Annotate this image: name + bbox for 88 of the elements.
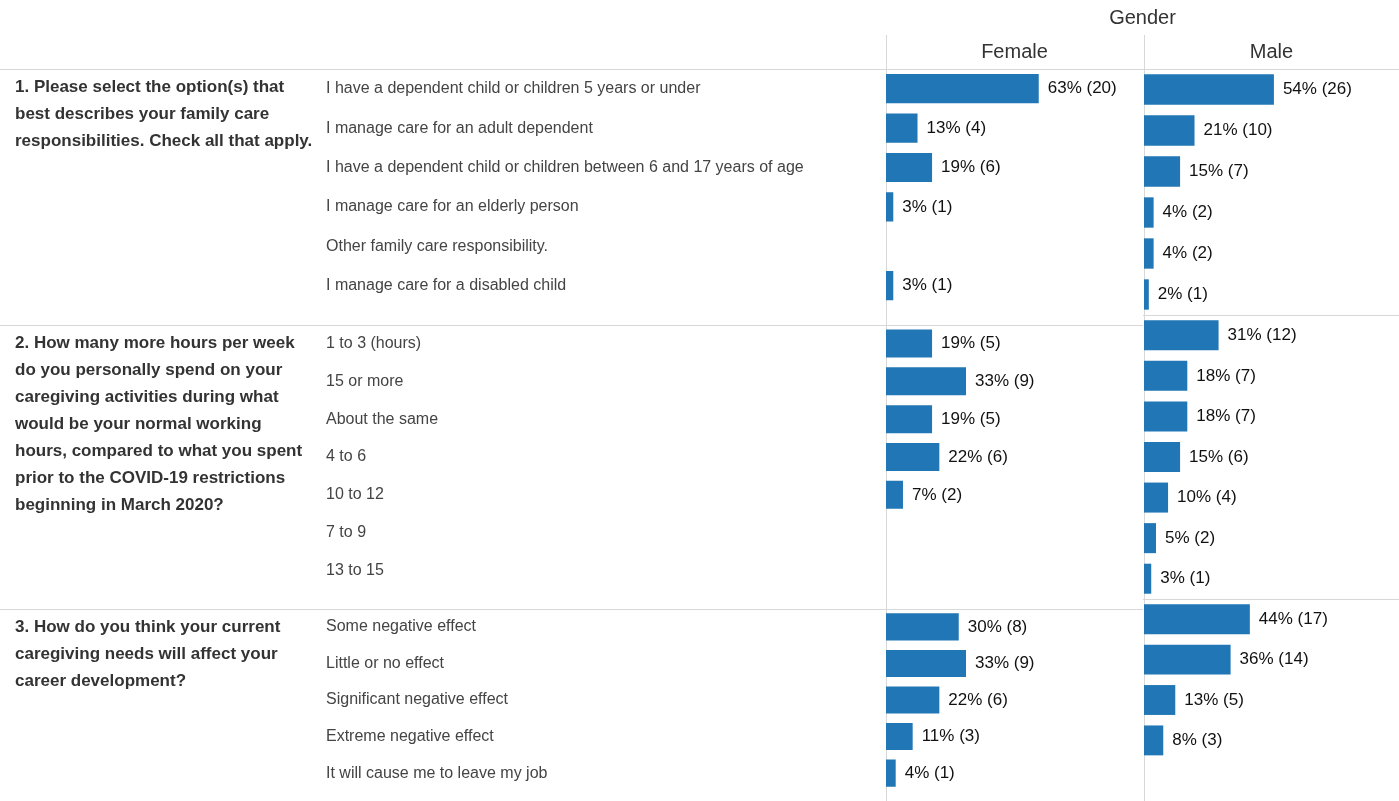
y-tick-label: I have a dependent child or children 5 years or under [326, 79, 702, 97]
data-label: 33% (9) [975, 653, 1035, 673]
bar [1144, 685, 1176, 715]
bar [1144, 238, 1154, 269]
bar [1144, 74, 1274, 105]
bar [1144, 441, 1181, 473]
data-label: 18% (7) [1196, 406, 1256, 426]
bar [886, 405, 933, 434]
bar [886, 759, 896, 787]
bar [886, 113, 918, 143]
y-tick-label: Some negative effect [326, 617, 477, 635]
y-tick-label: I have a dependent child or children between 6 and 17 years of age [326, 157, 804, 175]
data-label: 33% (9) [975, 371, 1035, 391]
bar [886, 74, 1039, 104]
bar [886, 152, 933, 183]
data-label: 4% (2) [1162, 202, 1213, 222]
data-label: 22% (6) [948, 446, 1008, 466]
data-label: 19% (5) [941, 408, 1001, 428]
bar [1144, 644, 1231, 675]
y-tick-label: 7 to 9 [326, 523, 367, 541]
data-label: 54% (26) [1282, 79, 1352, 99]
data-label: 31% (12) [1227, 324, 1297, 344]
data-label: 13% (4) [926, 117, 987, 137]
y-tick-label: Little or no effect [326, 653, 445, 671]
data-label: 8% (3) [1172, 730, 1223, 750]
y-tick-label: It will cause me to leave my job [326, 763, 548, 781]
bar [1144, 604, 1250, 635]
y-tick-label: I manage care for an adult dependent [326, 118, 594, 136]
bar [886, 480, 903, 509]
bar [886, 723, 913, 751]
y-tick-label: 4 to 6 [326, 447, 367, 465]
bar [1144, 523, 1157, 554]
bar [886, 329, 933, 358]
bar [886, 192, 894, 222]
y-axis-title: 3. How do you think your current caregiving needs will affect your career development? [15, 616, 281, 690]
y-tick-label: 15 or more [326, 371, 404, 389]
bar [1144, 197, 1154, 228]
data-label: 21% (10) [1203, 120, 1273, 140]
data-label: 3% (1) [902, 275, 953, 295]
data-label: 63% (20) [1047, 78, 1117, 98]
y-tick-label: I manage care for a disabled child [326, 276, 567, 294]
y-axis-title: 1. Please select the option(s) that best describes your family care responsibilities. Check all that apply. [15, 77, 313, 151]
bar [886, 443, 940, 471]
y-tick-label: About the same [326, 409, 439, 427]
bar [886, 686, 940, 714]
bar [1144, 156, 1181, 187]
bar [886, 613, 959, 641]
data-label: 30% (8) [967, 616, 1028, 636]
bar [1144, 482, 1169, 513]
bar [1144, 320, 1219, 351]
data-label: 10% (4) [1177, 487, 1237, 507]
data-label: 18% (7) [1196, 365, 1256, 385]
y-tick-label: Other family care responsibility. [326, 236, 548, 254]
data-label: 4% (2) [1162, 243, 1213, 263]
data-label: 22% (6) [948, 689, 1008, 709]
data-label: 19% (5) [941, 333, 1001, 353]
bar [886, 649, 967, 677]
data-label: 3% (1) [1160, 568, 1211, 588]
y-tick-label: 10 to 12 [326, 485, 384, 503]
bar [1144, 563, 1152, 594]
y-tick-label: 1 to 3 (hours) [326, 333, 422, 351]
data-label: 11% (3) [921, 726, 980, 746]
bar [1144, 115, 1195, 146]
bar [1144, 401, 1188, 432]
bar [1144, 725, 1164, 756]
data-label: 5% (2) [1165, 527, 1216, 547]
data-label: 15% (6) [1189, 446, 1249, 466]
data-label: 7% (2) [911, 484, 963, 504]
data-label: 13% (5) [1184, 689, 1244, 709]
data-label: 2% (1) [1157, 284, 1208, 304]
data-label: 44% (17) [1258, 608, 1328, 628]
y-tick-label: Extreme negative effect [326, 726, 495, 744]
data-label: 15% (7) [1189, 161, 1249, 181]
data-label: 4% (1) [904, 762, 955, 782]
bar [1144, 360, 1188, 391]
y-tick-label: I manage care for an elderly person [326, 197, 579, 215]
data-label: 36% (14) [1239, 649, 1309, 669]
y-tick-label: 13 to 15 [326, 560, 384, 578]
y-tick-label: Significant negative effect [326, 690, 509, 708]
bar [886, 367, 967, 396]
bar [886, 271, 894, 301]
data-label: 19% (6) [941, 157, 1001, 177]
text: Gender [1108, 6, 1177, 29]
y-axis-title: 2. How many more hours per week do you personally spend on your caregiving activities during what would be your normal working hours, compared to what you spent prior to the COVID-19 restrictions beginning in March 2020? [14, 332, 303, 514]
bar [1144, 279, 1149, 310]
chart-title: Male [1249, 39, 1294, 62]
data-label: 3% (1) [902, 196, 953, 216]
chart-title: Female [981, 39, 1048, 62]
